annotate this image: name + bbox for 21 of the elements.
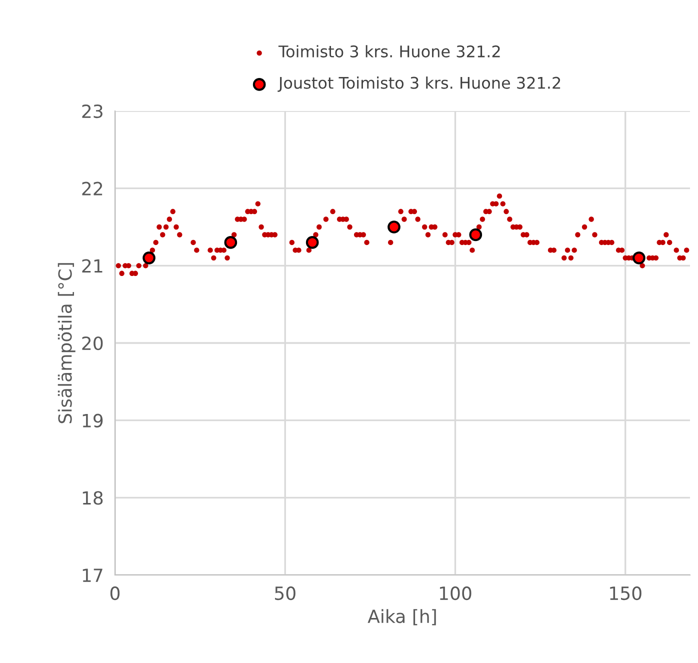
- y-tick-label: 17: [82, 568, 102, 582]
- x-axis-title: Aika [h]: [368, 609, 436, 626]
- point: [306, 236, 319, 249]
- point: [632, 252, 646, 264]
- y-tick-label: 23: [82, 104, 102, 118]
- y-axis-title: Sisälämpötila [°C]: [58, 263, 76, 424]
- x-tick-label: 100: [440, 586, 472, 600]
- y-tick-label: 18: [82, 491, 103, 505]
- y-tick-label: 21: [82, 259, 102, 273]
- point: [388, 220, 400, 234]
- y-tick-label: 20: [82, 336, 103, 350]
- legend-label: Joustot Toimisto 3 krs. Huone 321.2: [278, 76, 560, 92]
- x-tick-label: 0: [110, 586, 120, 600]
- point: [224, 236, 238, 249]
- point: [469, 228, 482, 242]
- y-tick-label: 19: [82, 414, 103, 428]
- y-tick-label: 22: [82, 182, 102, 196]
- x-tick-label: 150: [610, 586, 642, 600]
- legend-label: Toimisto 3 krs. Huone 321.2: [278, 45, 500, 58]
- x-tick-label: 50: [275, 586, 296, 600]
- point: [142, 252, 156, 264]
